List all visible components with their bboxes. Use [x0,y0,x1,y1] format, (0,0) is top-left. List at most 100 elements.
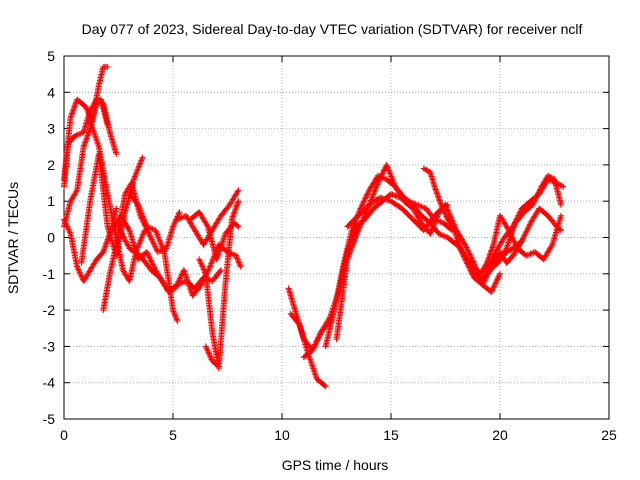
data-point [70,107,77,114]
data-point [139,231,146,238]
data-point [235,223,242,230]
data-point [101,244,108,251]
data-point [465,248,472,255]
data-point [488,287,495,294]
data-point [70,106,77,113]
data-point [150,262,157,269]
data-point [74,263,81,270]
data-point [358,204,365,211]
data-point [506,236,513,243]
data-point [523,252,530,259]
data-point [231,209,238,216]
data-point [420,165,427,172]
data-point [518,238,525,245]
data-point [139,213,146,220]
data-point [116,226,123,233]
data-point [199,263,206,270]
data-point [82,139,89,146]
data-point [138,210,145,217]
data-point [490,284,497,291]
data-point [314,337,321,344]
data-point [461,254,468,261]
data-point [357,221,364,228]
data-point [466,250,473,257]
data-point [452,230,459,237]
data-point [62,220,69,227]
data-point [356,224,363,231]
y-tick-label: 0 [47,230,55,246]
data-point [387,172,394,179]
data-point [309,347,316,354]
series-arc-19 [333,161,451,343]
data-point [389,191,396,198]
data-point [311,370,318,377]
data-point [149,237,156,244]
data-point [91,131,98,138]
data-point [463,244,470,251]
data-point [90,128,97,135]
data-point [175,211,182,218]
data-point [188,288,195,295]
data-point [455,242,462,249]
data-point [512,241,519,248]
data-point [175,215,182,222]
data-point [454,239,461,246]
data-point [440,206,447,213]
data-point [510,237,517,244]
data-point [521,232,528,239]
data-point [154,231,161,238]
data-point [365,188,372,195]
data-point [431,183,438,190]
data-point [198,281,205,288]
data-point [197,259,204,266]
data-point [480,280,487,287]
data-point [233,203,240,210]
data-point [61,217,68,224]
data-point [235,258,242,265]
data-point [443,213,450,220]
data-point [206,264,213,271]
data-point [456,245,463,252]
data-point [527,250,534,257]
data-point [433,189,440,196]
data-point [436,196,443,203]
data-point [489,244,496,251]
data-point [158,241,165,248]
y-axis-label: SDTVAR / TECUs [5,182,21,294]
data-point [150,239,157,246]
data-point [88,121,95,128]
data-point [526,251,533,258]
data-point [313,338,320,345]
data-point [84,133,91,140]
data-point [483,273,490,280]
data-point [122,237,129,244]
data-point [204,222,211,229]
data-point [198,262,205,269]
data-point [434,192,441,199]
data-point [442,211,449,218]
data-point [69,109,76,116]
data-point [74,131,81,138]
data-point [172,283,179,290]
data-point [229,213,236,220]
data-point [417,203,424,210]
data-point [137,207,144,214]
data-point [145,224,152,231]
data-point [444,214,451,221]
data-point [359,217,366,224]
data-point [391,182,398,189]
data-point [311,368,318,375]
data-point [390,177,397,184]
data-point [486,261,493,268]
data-point [142,219,149,226]
data-point [308,361,315,368]
data-point [95,142,102,149]
data-point [423,166,430,173]
data-point [507,234,514,241]
data-point [175,278,182,285]
data-point [360,199,367,206]
data-point [489,256,496,263]
data-point [461,240,468,247]
data-point [505,239,512,246]
data-point [88,122,95,129]
